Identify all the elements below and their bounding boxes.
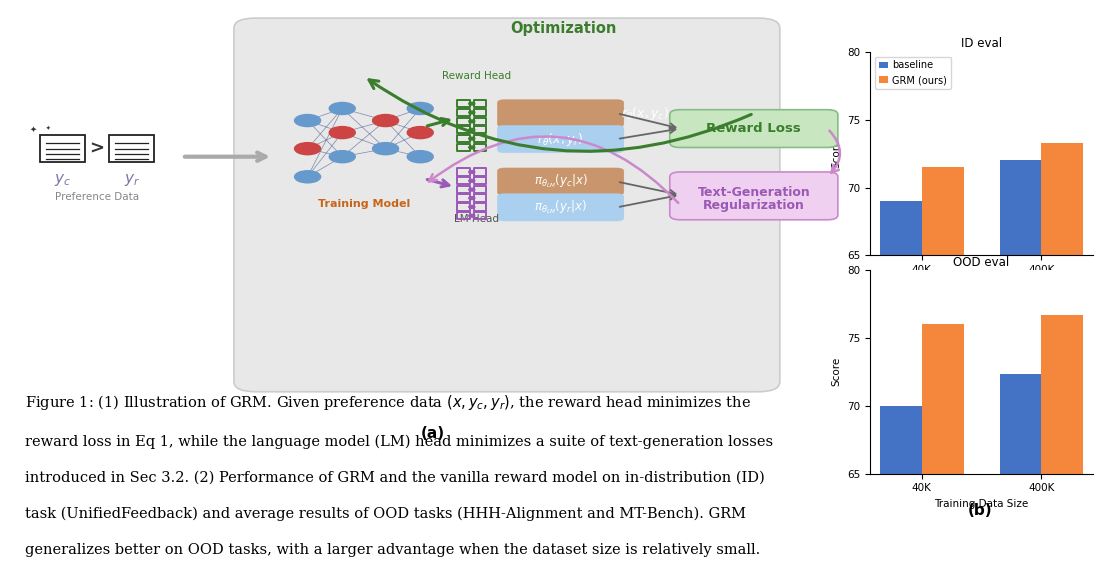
Circle shape <box>407 126 434 138</box>
Bar <box>457 135 470 142</box>
Text: generalizes better on OOD tasks, with a larger advantage when the dataset size i: generalizes better on OOD tasks, with a … <box>25 543 760 557</box>
X-axis label: Training Data Size: Training Data Size <box>935 499 1029 509</box>
Text: $\pi_{\theta_{LM}}(y_r|x)$: $\pi_{\theta_{LM}}(y_r|x)$ <box>534 199 587 216</box>
Circle shape <box>330 150 356 163</box>
Title: OOD eval: OOD eval <box>954 255 1010 269</box>
Text: $r_\theta(x, y_c)$: $r_\theta(x, y_c)$ <box>622 105 670 122</box>
Text: Training Model: Training Model <box>318 199 410 209</box>
Circle shape <box>468 146 475 149</box>
Circle shape <box>407 150 434 163</box>
Bar <box>880 406 922 474</box>
Bar <box>474 195 486 201</box>
Y-axis label: Score: Score <box>832 357 841 386</box>
Text: (a): (a) <box>421 426 445 441</box>
Text: ✦: ✦ <box>46 125 50 130</box>
Bar <box>474 212 486 219</box>
Text: LM Head: LM Head <box>454 214 499 224</box>
Bar <box>457 212 470 219</box>
Bar <box>474 100 486 107</box>
Title: ID eval: ID eval <box>961 37 1002 51</box>
Text: Text-Generation: Text-Generation <box>698 185 811 199</box>
Circle shape <box>407 102 434 115</box>
Bar <box>1041 143 1083 255</box>
Circle shape <box>468 111 475 114</box>
FancyBboxPatch shape <box>498 125 624 153</box>
Bar <box>474 135 486 142</box>
Bar <box>457 168 470 176</box>
Polygon shape <box>110 135 154 162</box>
FancyArrowPatch shape <box>369 80 751 152</box>
Circle shape <box>295 171 321 183</box>
Bar <box>457 195 470 201</box>
Bar <box>457 186 470 193</box>
Circle shape <box>330 126 356 138</box>
FancyBboxPatch shape <box>498 100 624 127</box>
Circle shape <box>468 197 475 200</box>
Circle shape <box>468 188 475 191</box>
Bar <box>474 203 486 211</box>
Polygon shape <box>40 135 85 162</box>
Text: reward loss in Eq 1, while the language model (LM) head minimizes a suite of tex: reward loss in Eq 1, while the language … <box>25 435 773 449</box>
FancyBboxPatch shape <box>234 18 780 391</box>
Text: task (UnifiedFeedback) and average results of OOD tasks (HHH-Alignment and MT-Be: task (UnifiedFeedback) and average resul… <box>25 507 746 521</box>
Bar <box>474 186 486 193</box>
Bar <box>457 177 470 184</box>
Text: Reward Head: Reward Head <box>442 71 511 82</box>
Text: Figure 1: (1) Illustration of GRM. Given preference data $(x, y_c, y_r)$, the re: Figure 1: (1) Illustration of GRM. Given… <box>25 393 750 412</box>
Bar <box>474 109 486 116</box>
Circle shape <box>468 129 475 131</box>
FancyArrowPatch shape <box>429 137 679 203</box>
Text: Preference Data: Preference Data <box>55 192 139 202</box>
Circle shape <box>372 142 399 154</box>
Circle shape <box>295 114 321 126</box>
Circle shape <box>295 142 321 154</box>
Bar <box>999 160 1041 255</box>
Y-axis label: Score: Score <box>832 139 841 168</box>
Legend: baseline, GRM (ours): baseline, GRM (ours) <box>874 56 951 89</box>
Text: Reward Loss: Reward Loss <box>707 122 802 135</box>
Circle shape <box>468 180 475 182</box>
Bar <box>457 118 470 125</box>
Text: $\pi_{\theta_{LM}}(y_c|x)$: $\pi_{\theta_{LM}}(y_c|x)$ <box>533 173 587 191</box>
Bar <box>474 144 486 151</box>
Text: $r_\theta(x, y_r)$: $r_\theta(x, y_r)$ <box>538 130 584 148</box>
Bar <box>1041 315 1083 474</box>
FancyBboxPatch shape <box>498 168 624 195</box>
Text: Regularization: Regularization <box>703 199 805 212</box>
FancyBboxPatch shape <box>670 110 837 148</box>
FancyBboxPatch shape <box>670 172 837 220</box>
Bar <box>474 126 486 133</box>
Circle shape <box>330 102 356 115</box>
Bar <box>922 324 964 474</box>
Bar <box>457 144 470 151</box>
Circle shape <box>468 170 475 173</box>
Bar <box>457 109 470 116</box>
Circle shape <box>468 205 475 208</box>
Bar <box>457 126 470 133</box>
Text: ✦: ✦ <box>29 125 37 134</box>
Circle shape <box>468 214 475 217</box>
Text: introduced in Sec 3.2. (2) Performance of GRM and the vanilla reward model on in: introduced in Sec 3.2. (2) Performance o… <box>25 471 765 485</box>
Bar <box>474 168 486 176</box>
Circle shape <box>468 120 475 123</box>
FancyBboxPatch shape <box>498 193 624 221</box>
Bar <box>922 167 964 255</box>
Bar <box>457 203 470 211</box>
Circle shape <box>468 102 475 105</box>
Bar <box>999 374 1041 474</box>
Text: (b): (b) <box>968 503 993 518</box>
Text: $y_r$: $y_r$ <box>124 172 140 188</box>
Bar <box>880 201 922 255</box>
Bar <box>457 100 470 107</box>
Text: >: > <box>89 139 105 158</box>
FancyArrowPatch shape <box>830 130 840 173</box>
Text: Optimization: Optimization <box>510 21 616 36</box>
Text: $y_c$: $y_c$ <box>54 172 70 188</box>
Bar <box>474 118 486 125</box>
Circle shape <box>468 137 475 140</box>
Circle shape <box>372 114 399 126</box>
Bar <box>474 177 486 184</box>
